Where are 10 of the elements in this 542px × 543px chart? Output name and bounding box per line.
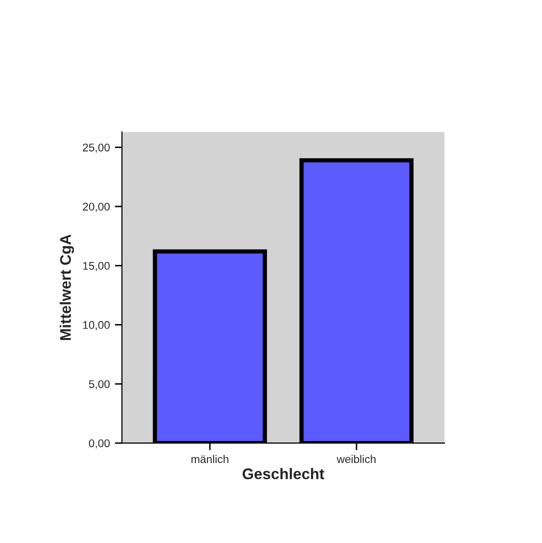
y-tick-label: 0,00 — [88, 439, 110, 449]
y-tick-label: 20,00 — [82, 202, 110, 212]
y-tick-label: 25,00 — [82, 144, 110, 153]
x-tick-label: weiblich — [336, 454, 376, 464]
y-axis-title: Mittelwert CgA — [60, 234, 74, 340]
x-tick-label: mänlich — [191, 454, 228, 464]
y-tick-label: 10,00 — [83, 321, 110, 330]
y-tick-label: 5,00 — [88, 380, 110, 390]
x-axis-title: Geschlecht — [242, 468, 324, 480]
y-tick-label: 15,00 — [83, 262, 110, 272]
